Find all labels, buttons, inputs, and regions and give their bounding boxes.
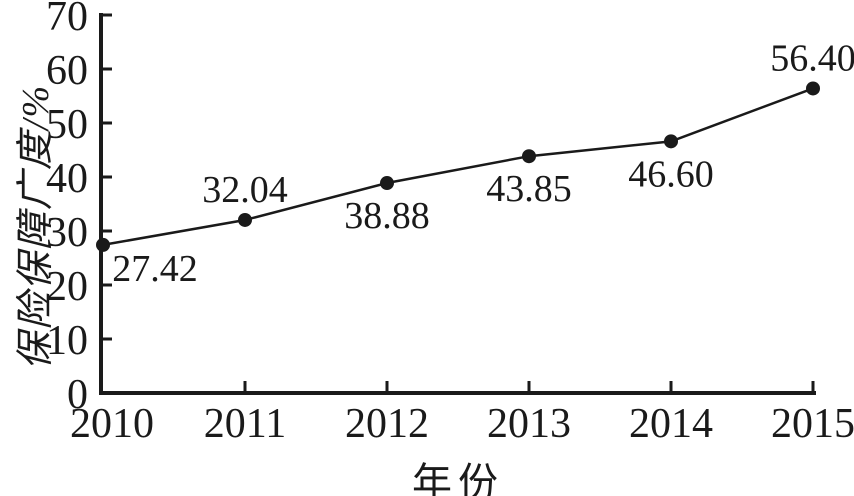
y-tick-label: 70 <box>46 0 88 40</box>
y-tick-label: 10 <box>46 318 88 364</box>
data-point <box>806 81 820 96</box>
data-point <box>522 149 536 164</box>
data-point <box>380 176 394 191</box>
x-tick-label: 2010 <box>70 401 154 447</box>
data-point-label: 27.42 <box>112 248 198 290</box>
data-point-label: 38.88 <box>344 195 430 237</box>
y-tick-label: 50 <box>46 102 88 148</box>
y-tick-label: 30 <box>46 210 88 256</box>
y-tick-label: 0 <box>67 372 88 418</box>
x-tick-label: 2015 <box>771 401 854 447</box>
data-point-label: 56.40 <box>770 37 854 79</box>
x-tick-label: 2013 <box>487 401 571 447</box>
data-point <box>664 134 678 149</box>
data-line <box>102 87 814 247</box>
y-tick-label: 40 <box>46 156 88 202</box>
x-tick-label: 2012 <box>345 401 429 447</box>
x-axis-title: 年份 <box>412 460 504 496</box>
data-point-label: 43.85 <box>486 168 572 210</box>
data-point <box>238 212 252 227</box>
y-tick-label: 20 <box>46 264 88 310</box>
data-point-label: 46.60 <box>628 153 714 195</box>
x-tick-label: 2011 <box>204 401 286 447</box>
x-tick-label: 2014 <box>629 401 713 447</box>
y-axis-title: 保险保障广度/% <box>15 83 57 371</box>
y-tick-label: 60 <box>46 48 88 94</box>
data-point-label: 32.04 <box>202 169 288 211</box>
data-point <box>96 237 110 252</box>
